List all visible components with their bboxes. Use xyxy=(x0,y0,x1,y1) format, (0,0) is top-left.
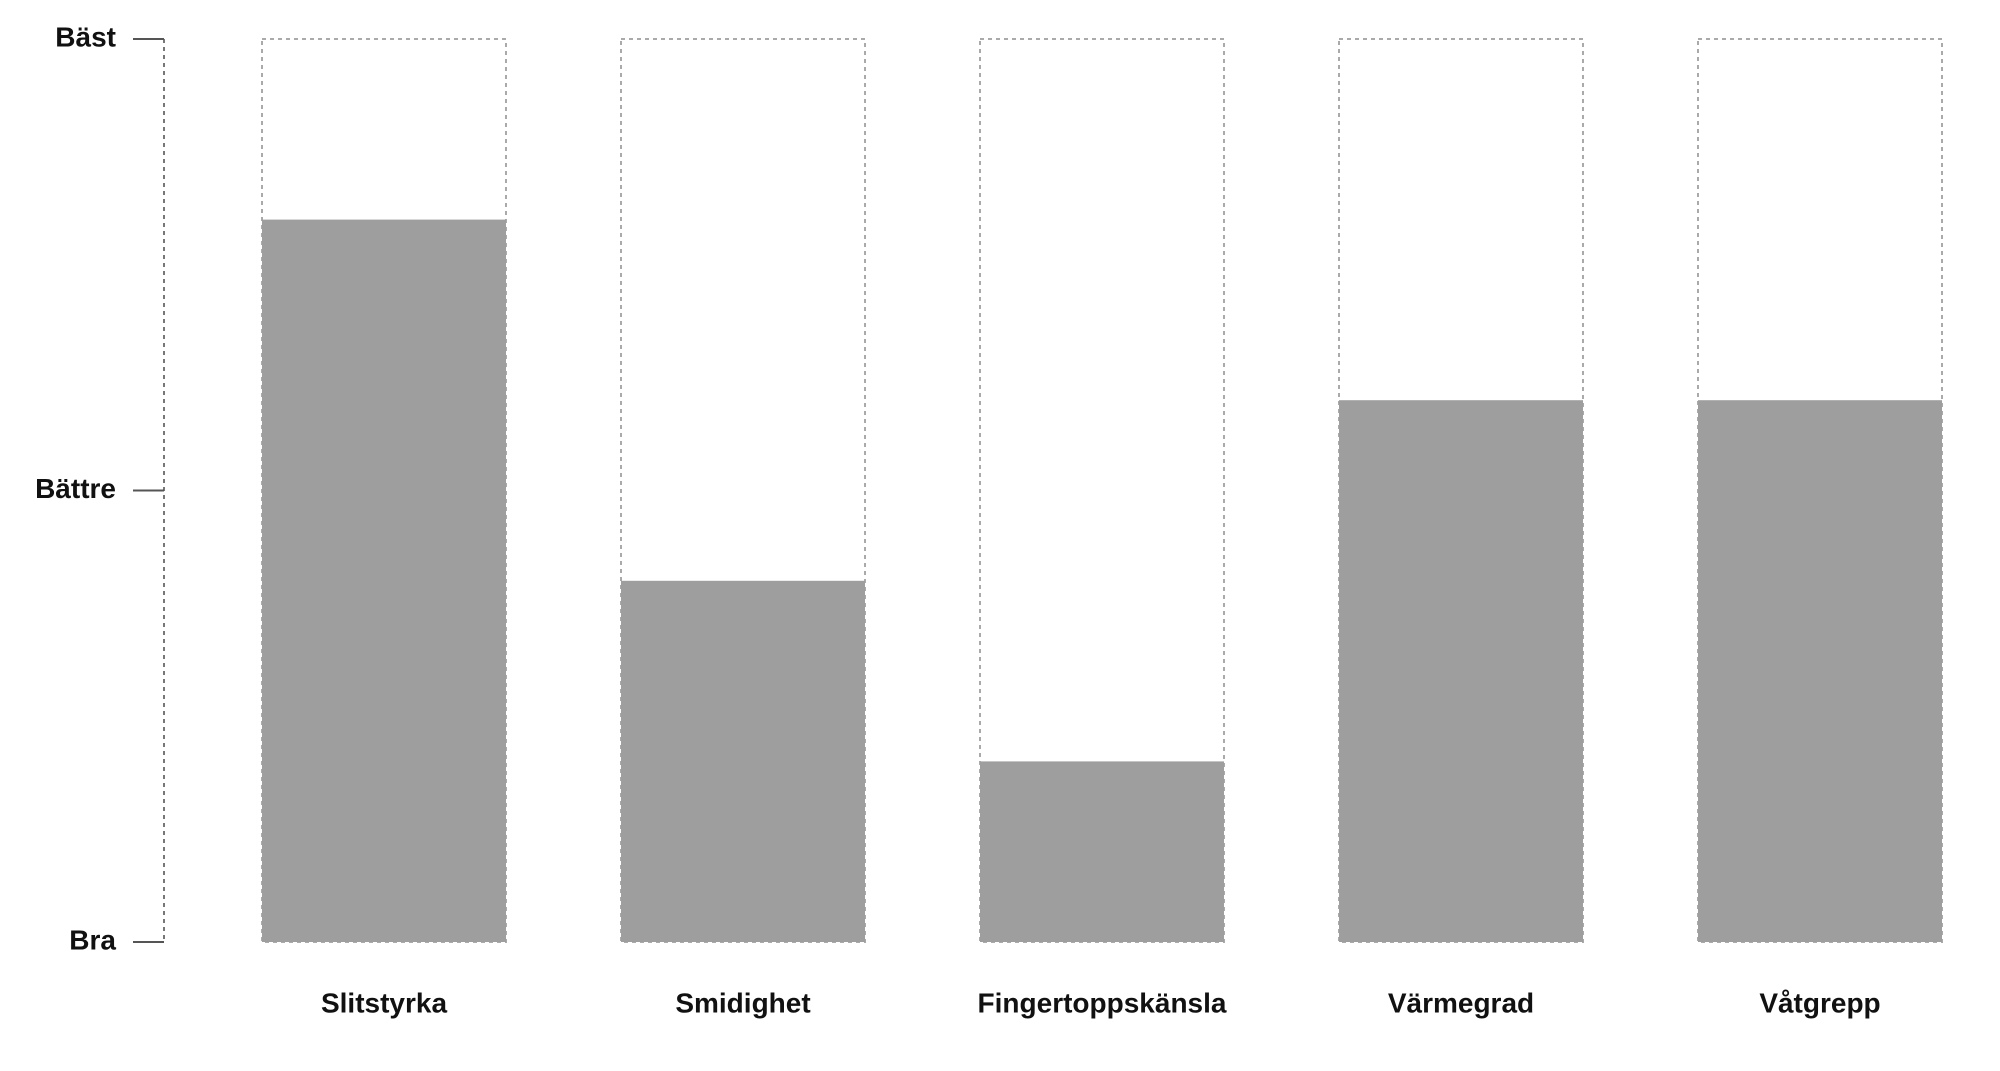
bar xyxy=(621,580,865,942)
bar xyxy=(262,219,506,943)
x-tick-label: Våtgrepp xyxy=(1759,987,1880,1018)
y-tick-label: Bäst xyxy=(55,21,116,52)
x-tick-label: Smidighet xyxy=(675,987,810,1018)
x-tick-label: Fingertoppskänsla xyxy=(978,987,1227,1018)
x-tick-label: Värmegrad xyxy=(1388,987,1534,1018)
y-tick-label: Bättre xyxy=(35,473,116,504)
bar xyxy=(1339,400,1583,942)
bar xyxy=(1698,400,1942,942)
bar xyxy=(980,761,1224,942)
bar-outline xyxy=(620,38,866,943)
x-tick-label: Slitstyrka xyxy=(321,987,447,1018)
y-tick-label: Bra xyxy=(69,924,116,955)
bar-outline xyxy=(979,38,1225,943)
